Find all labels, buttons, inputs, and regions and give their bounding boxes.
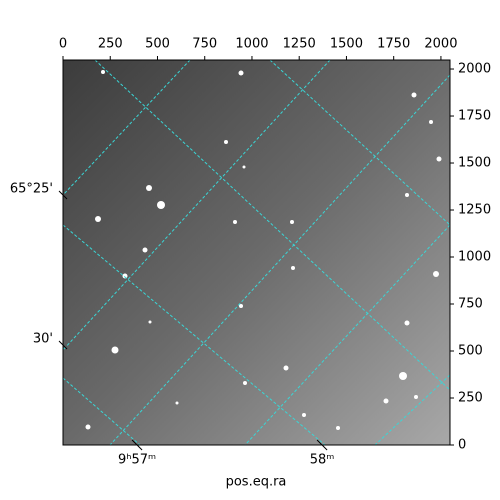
y-tick-label: 2000 [458, 62, 491, 77]
x-tick-label: 1750 [377, 37, 410, 52]
dec-tick-label: 30' [33, 331, 53, 346]
sky-image [63, 60, 450, 445]
x-tick-label: 2000 [424, 37, 457, 52]
ra-tick [316, 439, 328, 451]
y-tick-label: 1000 [458, 250, 491, 265]
x-axis-label: pos.eq.ra [226, 475, 287, 490]
dec-tick [58, 190, 68, 200]
y-tick-label: 1250 [458, 203, 491, 218]
x-tick-label: 500 [145, 37, 170, 52]
x-tick-label: 1000 [235, 37, 268, 52]
x-tick-label: 0 [59, 37, 67, 52]
y-tick-label: 250 [458, 391, 483, 406]
dec-tick [58, 340, 68, 350]
y-tick-label: 0 [458, 438, 466, 453]
y-tick-label: 750 [458, 297, 483, 312]
axes-frame [62, 59, 451, 446]
y-tick-label: 500 [458, 344, 483, 359]
y-tick-label: 1500 [458, 156, 491, 171]
y-tick-label: 1750 [458, 109, 491, 124]
x-tick-label: 750 [192, 37, 217, 52]
dec-tick-label: 65°25' [10, 181, 53, 196]
x-tick-label: 1500 [330, 37, 363, 52]
x-tick-label: 1250 [283, 37, 316, 52]
ra-tick [131, 439, 143, 451]
x-tick-label: 250 [98, 37, 123, 52]
stars [85, 70, 442, 430]
ra-tick-label: 58ᵐ [310, 453, 335, 468]
ra-tick-label: 9ʰ57ᵐ [118, 453, 156, 468]
coordinate-grid [62, 59, 451, 446]
